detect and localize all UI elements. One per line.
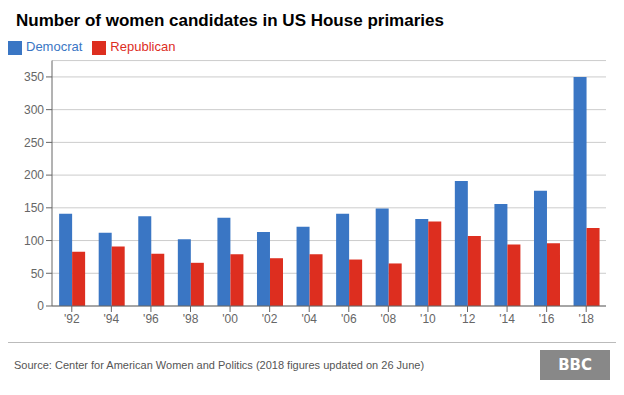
- html-text:Democrat: Democrat: [26, 39, 83, 54]
- svg-text:'96: '96: [143, 312, 159, 326]
- svg-text:350: 350: [24, 70, 44, 84]
- svg-text:300: 300: [24, 103, 44, 117]
- svg-text:'16: '16: [539, 312, 555, 326]
- html-text:BBC: BBC: [558, 356, 592, 374]
- svg-text:'18: '18: [578, 312, 594, 326]
- svg-text:200: 200: [24, 168, 44, 182]
- svg-text:150: 150: [24, 201, 44, 215]
- svg-text:'94: '94: [104, 312, 120, 326]
- svg-text:'10: '10: [420, 312, 436, 326]
- svg-text:50: 50: [31, 267, 45, 281]
- svg-text:'02: '02: [262, 312, 278, 326]
- svg-text:'12: '12: [460, 312, 476, 326]
- html-text:Number of women candidates in: Number of women candidates in US House p…: [16, 11, 444, 30]
- svg-text:'06: '06: [341, 312, 357, 326]
- svg-text:'98: '98: [183, 312, 199, 326]
- svg-text:'92: '92: [64, 312, 80, 326]
- html-text:Source: Center for American Wo: Source: Center for American Women and Po…: [14, 359, 425, 371]
- html-text:Republican: Republican: [110, 39, 176, 54]
- svg-text:'14: '14: [499, 312, 515, 326]
- svg-text:'04: '04: [301, 312, 317, 326]
- svg-text:250: 250: [24, 136, 44, 150]
- svg-text:100: 100: [24, 234, 44, 248]
- svg-text:'00: '00: [222, 312, 238, 326]
- svg-text:0: 0: [37, 299, 44, 313]
- svg-text:'08: '08: [381, 312, 397, 326]
